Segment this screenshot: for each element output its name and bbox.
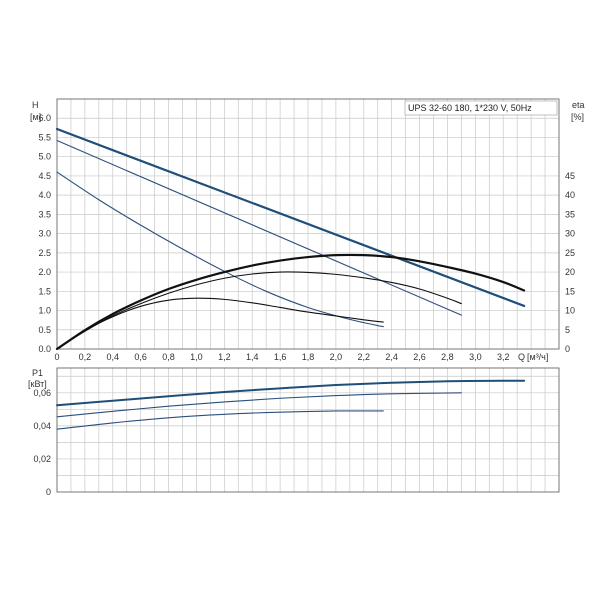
head-y-tick-label: 3.5	[38, 209, 51, 219]
power-y-axis-unit: [кВт]	[28, 379, 47, 389]
flow-x-tick-label: 1,8	[302, 352, 315, 362]
flow-x-tick-label: 1,6	[274, 352, 287, 362]
head-curve-0	[55, 127, 526, 308]
power-plot-frame	[56, 367, 560, 493]
flow-x-tick-label: 2,0	[330, 352, 343, 362]
head-series-group	[55, 127, 526, 351]
power-curve-0	[56, 379, 526, 407]
chart-title: UPS 32-60 180, 1*230 V, 50Hz	[408, 103, 532, 113]
flow-x-tick-label: 0,6	[134, 352, 147, 362]
head-y-ticks: 0.0 0.5 1.0 1.5 2.0 2.5 3.0 3.5 4.0 4.5 5.0 5.5 6.0	[38, 113, 51, 354]
power-y-tick-label: 0	[46, 487, 51, 497]
flow-x-tick-label: 1,0	[190, 352, 203, 362]
efficiency-curve-3	[55, 253, 526, 351]
power-series-group	[56, 379, 526, 430]
power-y-tick-label: 0,02	[33, 454, 51, 464]
eta-y-tick-label: 10	[565, 306, 575, 316]
flow-x-tick-label: 0	[54, 352, 59, 362]
head-curve-1	[56, 139, 462, 316]
efficiency-curve-5	[56, 297, 384, 350]
flow-x-tick-label: 1,2	[218, 352, 231, 362]
power-curve-2	[56, 410, 384, 430]
eta-y-ticks: 0 5 10 15 20 25 30 35 40 45	[565, 171, 575, 354]
eta-y-tick-label: 5	[565, 325, 570, 335]
flow-x-tick-label: 2,2	[358, 352, 371, 362]
power-curve-1	[56, 392, 462, 418]
y2-axis-unit: [%]	[571, 112, 584, 122]
eta-y-tick-label: 20	[565, 267, 575, 277]
head-y-tick-label: 5.5	[38, 132, 51, 142]
flow-x-tick-label: 1,4	[246, 352, 259, 362]
head-plot-frame	[56, 98, 560, 350]
flow-x-tick-label: 0,2	[79, 352, 92, 362]
flow-x-tick-label: 2,4	[385, 352, 398, 362]
y-axis-unit: [м]	[30, 112, 41, 122]
eta-y-tick-label: 30	[565, 229, 575, 239]
flow-x-ticks: 0 0,2 0,4 0,6 0,8 1,0 1,2 1,4 1,6 1,8 2,0 2,2 2,4 2,6…	[54, 352, 509, 362]
flow-x-tick-label: 3,2	[497, 352, 510, 362]
power-grid	[57, 368, 559, 492]
head-y-tick-label: 6.0	[38, 113, 51, 123]
efficiency-curve-4	[56, 271, 462, 350]
power-y-ticks: 0 0,02 0,04 0,06	[33, 388, 51, 497]
eta-y-tick-label: 0	[565, 344, 570, 354]
head-y-tick-label: 5.0	[38, 152, 51, 162]
power-y-tick-label: 0,04	[33, 421, 51, 431]
y-axis-label: H	[32, 100, 39, 110]
power-y-axis-label: P1	[32, 368, 43, 378]
flow-x-tick-label: 0,8	[162, 352, 175, 362]
title-box	[404, 100, 558, 116]
head-y-tick-label: 0.5	[38, 325, 51, 335]
eta-y-tick-label: 40	[565, 190, 575, 200]
head-y-tick-label: 4.5	[38, 171, 51, 181]
eta-y-tick-label: 45	[565, 171, 575, 181]
flow-x-tick-label: 0,4	[107, 352, 120, 362]
power-chart: 0 0,02 0,04 0,06 P1 [кВт]	[28, 367, 560, 497]
head-y-tick-label: 3.0	[38, 229, 51, 239]
head-y-tick-label: 2.5	[38, 248, 51, 258]
head-y-tick-label: 4.0	[38, 190, 51, 200]
head-efficiency-chart: 0.00.51.01.52.02.53.03.54.04.55.05.56.0 …	[30, 98, 585, 362]
eta-y-tick-label: 15	[565, 286, 575, 296]
eta-y-tick-label: 35	[565, 209, 575, 219]
x-axis-label: Q	[518, 352, 525, 362]
head-y-tick-label: 1.5	[38, 286, 51, 296]
x-axis-unit: [м³/ч]	[527, 352, 548, 362]
y2-axis-label: eta	[572, 100, 585, 110]
flow-x-tick-label: 2,8	[441, 352, 454, 362]
flow-x-tick-label: 2,6	[413, 352, 426, 362]
power-y-tick-label: 0,06	[33, 388, 51, 398]
head-y-tick-label: 2.0	[38, 267, 51, 277]
eta-y-tick-label: 25	[565, 248, 575, 258]
head-y-tick-label: 0.0	[38, 344, 51, 354]
head-grid	[57, 99, 559, 349]
head-y-tick-label: 1.0	[38, 306, 51, 316]
flow-x-tick-label: 3,0	[469, 352, 482, 362]
